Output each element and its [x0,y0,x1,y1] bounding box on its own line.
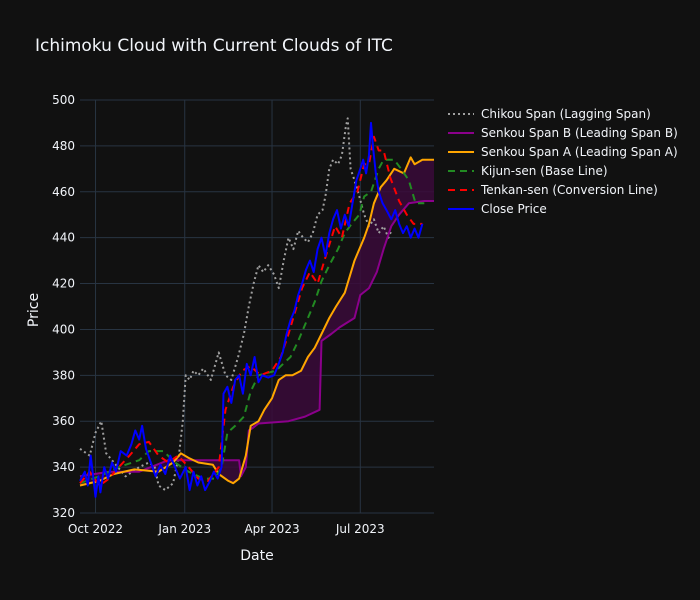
x-tick-label: Apr 2023 [244,522,299,536]
x-tick-label: Oct 2022 [68,522,123,536]
legend-item-senkou-span-a[interactable]: Senkou Span A (Leading Span A) [448,145,678,159]
legend-label: Senkou Span B (Leading Span B) [481,126,678,140]
legend-item-senkou-span-b[interactable]: Senkou Span B (Leading Span B) [448,126,678,140]
y-tick-label: 500 [52,93,75,107]
legend-item-tenkan-sen[interactable]: Tenkan-sen (Conversion Line) [448,183,658,197]
legend-label: Senkou Span A (Leading Span A) [481,145,678,159]
legend-item-close-price[interactable]: Close Price [448,202,547,216]
y-tick-label: 460 [52,185,75,199]
legend-item-chikou-span[interactable]: Chikou Span (Lagging Span) [448,107,651,121]
y-tick-label: 400 [52,322,75,336]
kijun-sen-line [79,158,425,485]
x-tick-label: Jul 2023 [335,522,385,536]
x-axis-title: Date [240,548,273,564]
senkou-span-a-line [79,156,434,487]
senkou-span-b-line [79,200,434,478]
y-tick-label: 420 [52,277,75,291]
axes-layer: 320 340 360 380 400 420 440 460 480 500 Oct 2022 Ja… [52,93,385,536]
legend-item-kijun-sen[interactable]: Kijun-sen (Base Line) [448,164,608,178]
plot-layer [79,117,434,498]
y-tick-label: 440 [52,231,75,245]
legend-label: Chikou Span (Lagging Span) [481,107,651,121]
y-tick-label: 340 [52,460,75,474]
y-tick-label: 320 [52,506,75,520]
ichimoku-cloud [80,157,434,486]
legend-label: Kijun-sen (Base Line) [481,164,608,178]
tenkan-sen-line [79,135,423,487]
y-tick-label: 480 [52,139,75,153]
y-axis-title: Price [26,293,42,327]
legend[interactable]: Chikou Span (Lagging Span) Senkou Span B … [448,107,678,216]
y-tick-label: 360 [52,414,75,428]
x-tick-label: Jan 2023 [157,522,211,536]
chart-title: Ichimoku Cloud with Current Clouds of IT… [35,36,393,56]
legend-label: Close Price [481,202,547,216]
close-price-line [79,121,424,498]
legend-label: Tenkan-sen (Conversion Line) [480,183,658,197]
y-tick-label: 380 [52,368,75,382]
